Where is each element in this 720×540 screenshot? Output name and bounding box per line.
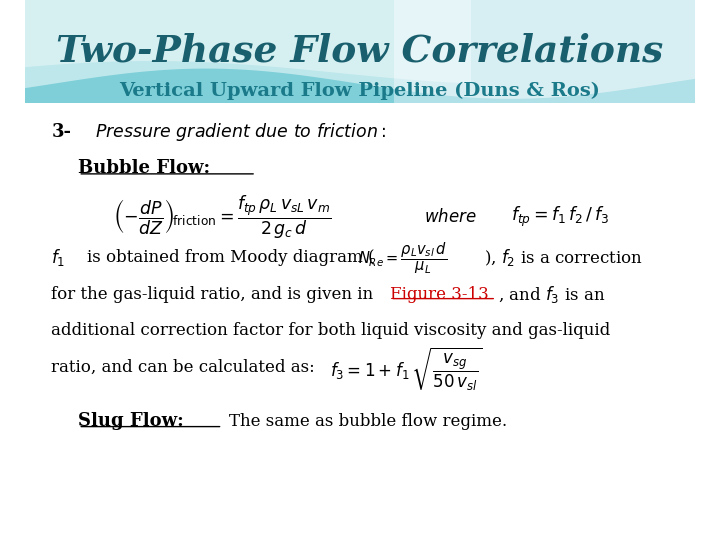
Text: $N_{Re} = \dfrac{\rho_L v_{sl}\,d}{\mu_L}$: $N_{Re} = \dfrac{\rho_L v_{sl}\,d}{\mu_L… — [358, 241, 447, 276]
Text: Slug Flow:: Slug Flow: — [78, 412, 184, 430]
Text: 3-: 3- — [51, 123, 71, 141]
FancyBboxPatch shape — [394, 0, 696, 103]
Text: , and $f_3$ is an: , and $f_3$ is an — [498, 284, 606, 305]
Text: Vertical Upward Flow Pipeline (Duns & Ros): Vertical Upward Flow Pipeline (Duns & Ro… — [120, 82, 600, 100]
Text: $f_3 = 1 + f_1\,\sqrt{\dfrac{v_{sg}}{50\,v_{sl}}}$: $f_3 = 1 + f_1\,\sqrt{\dfrac{v_{sg}}{50\… — [330, 346, 482, 394]
Text: $\it{Pressure\ gradient\ due\ to\ friction:}$: $\it{Pressure\ gradient\ due\ to\ fricti… — [95, 122, 387, 143]
Text: ), $f_2$ is a correction: ), $f_2$ is a correction — [484, 247, 643, 268]
Text: $\it{where}$: $\it{where}$ — [424, 208, 477, 226]
Text: ratio, and can be calculated as:: ratio, and can be calculated as: — [51, 359, 325, 376]
Text: The same as bubble flow regime.: The same as bubble flow regime. — [229, 413, 508, 430]
Text: Two-Phase Flow Correlations: Two-Phase Flow Correlations — [56, 33, 664, 70]
Text: additional correction factor for both liquid viscosity and gas-liquid: additional correction factor for both li… — [51, 322, 611, 339]
Text: for the gas-liquid ratio, and is given in: for the gas-liquid ratio, and is given i… — [51, 286, 379, 303]
Polygon shape — [24, 0, 471, 84]
Text: $f_1$: $f_1$ — [51, 247, 66, 268]
Text: Bubble Flow:: Bubble Flow: — [78, 159, 210, 178]
Text: is obtained from Moody diagram (: is obtained from Moody diagram ( — [87, 249, 374, 266]
Text: $f_{tp} = f_1\,f_2\,/\,f_3$: $f_{tp} = f_1\,f_2\,/\,f_3$ — [511, 205, 609, 229]
Text: $\left(-\dfrac{dP}{dZ}\right)_{\!\mathrm{friction}} = \dfrac{f_{tp}\,\rho_L\,v_{: $\left(-\dfrac{dP}{dZ}\right)_{\!\mathrm… — [113, 193, 332, 241]
FancyBboxPatch shape — [24, 0, 696, 103]
Text: Figure 3-13: Figure 3-13 — [390, 286, 489, 303]
Polygon shape — [24, 0, 696, 99]
